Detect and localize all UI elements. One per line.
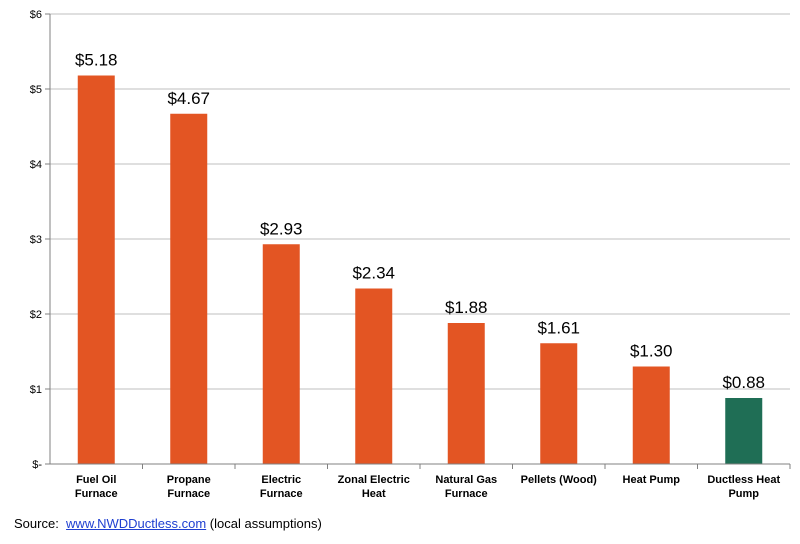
category-label: Fuel Oil Furnace	[75, 474, 118, 500]
bar	[725, 398, 763, 464]
category-label: Zonal Electric Heat	[338, 474, 410, 500]
source-prefix: Source:	[14, 516, 59, 531]
y-axis-ticks: $- $1 $2 $3 $4 $5 $6	[30, 9, 51, 471]
y-tick-label: $6	[30, 9, 42, 21]
source-note: Source: www.NWDDuctless.com (local assum…	[14, 516, 322, 531]
data-label: $1.61	[537, 318, 580, 337]
data-label: $4.67	[167, 89, 210, 108]
bar-chart: $- $1 $2 $3 $4 $5 $6 $5.18 $4.67 $2.93 $2.34 $1.88…	[30, 9, 791, 500]
source-suffix: (local assumptions)	[209, 516, 322, 531]
bars	[77, 75, 763, 464]
bar	[632, 366, 670, 464]
y-tick-label: $3	[30, 234, 42, 246]
data-label: $2.34	[352, 264, 395, 283]
category-label: Propane Furnace	[167, 474, 211, 500]
category-label: Ductless Heat Pump	[707, 474, 780, 500]
y-tick-label: $-	[32, 459, 42, 471]
bar	[170, 113, 208, 464]
category-label: Heat Pump	[623, 474, 681, 486]
data-label: $1.30	[630, 342, 673, 361]
y-tick-label: $4	[30, 159, 42, 171]
bar	[447, 323, 485, 464]
y-tick-label: $1	[30, 384, 42, 396]
data-label: $5.18	[75, 51, 118, 70]
y-tick-label: $2	[30, 309, 42, 321]
bar	[262, 244, 300, 464]
bar	[355, 288, 393, 464]
category-label: Pellets (Wood)	[521, 474, 598, 486]
data-labels: $5.18 $4.67 $2.93 $2.34 $1.88 $1.61 $1.30 $0.88	[75, 51, 765, 393]
category-label: Electric Furnace	[260, 474, 303, 500]
source-link[interactable]: www.NWDDuctless.com	[66, 516, 207, 531]
data-label: $1.88	[445, 298, 488, 317]
data-label: $2.93	[260, 219, 303, 238]
category-labels: Fuel Oil Furnace Propane Furnace Electric Fur…	[75, 464, 791, 500]
data-label: $0.88	[722, 373, 765, 392]
gridlines	[50, 13, 790, 390]
bar	[77, 75, 115, 464]
y-tick-label: $5	[30, 84, 42, 96]
category-label: Natural Gas Furnace	[435, 474, 497, 500]
bar	[540, 343, 578, 464]
